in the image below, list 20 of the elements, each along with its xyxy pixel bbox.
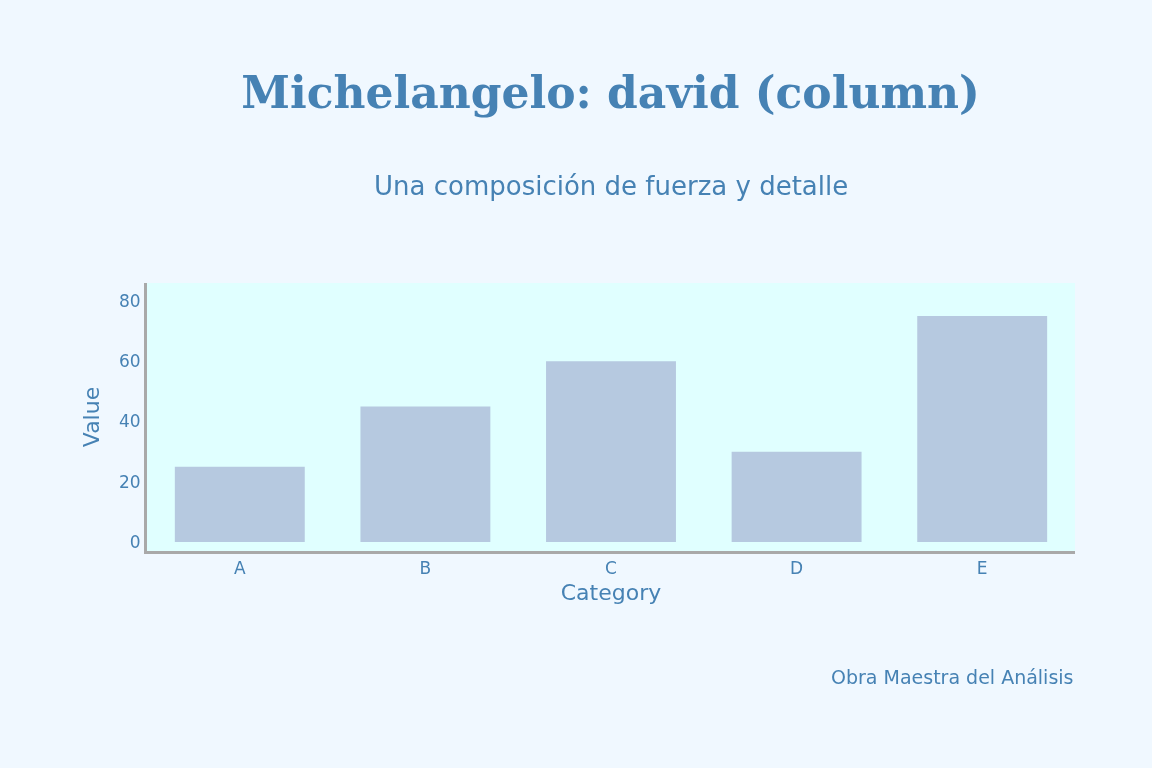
bar [546, 361, 676, 542]
bar [917, 316, 1048, 542]
x-tick-label: B [419, 558, 432, 579]
x-tick-label: D [790, 558, 804, 579]
bar [360, 406, 491, 542]
y-tick-label: 20 [118, 471, 141, 492]
chart-title: Michelangelo: david (column) [241, 66, 980, 118]
bar [731, 451, 862, 542]
x-tick-label: C [605, 558, 617, 579]
x-tick-label: E [976, 558, 988, 579]
y-tick-label: 40 [118, 411, 141, 432]
y-tick-label: 0 [129, 531, 141, 552]
text: Obra Maestra del Análisis [831, 666, 1074, 688]
y-tick-label: 80 [118, 291, 141, 312]
y-axis-title: Value [78, 386, 104, 448]
x-tick-label: A [233, 558, 246, 579]
chart-subtitle: Una composición de fuerza y detalle [374, 171, 849, 201]
x-axis-title: Category [560, 580, 662, 606]
y-tick-label: 60 [118, 351, 141, 372]
bar [174, 466, 305, 542]
